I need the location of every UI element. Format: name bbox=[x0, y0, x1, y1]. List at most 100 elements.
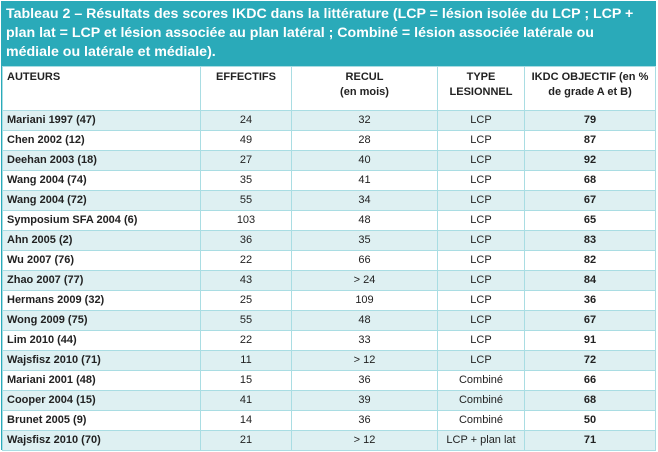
table-row: Cooper 2004 (15) 41 39 Combiné 68 bbox=[2, 390, 656, 411]
cell-effectifs: 27 bbox=[200, 150, 292, 171]
cell-recul: 33 bbox=[291, 330, 438, 351]
table-row: Brunet 2005 (9) 14 36 Combiné 50 bbox=[2, 410, 656, 431]
cell-type: Combiné bbox=[437, 410, 525, 431]
cell-author: Brunet 2005 (9) bbox=[2, 410, 201, 431]
cell-ikdc: 91 bbox=[524, 330, 656, 351]
cell-effectifs: 41 bbox=[200, 390, 292, 411]
cell-ikdc: 87 bbox=[524, 130, 656, 151]
cell-recul: 35 bbox=[291, 230, 438, 251]
cell-author: Wang 2004 (74) bbox=[2, 170, 201, 191]
table-header-row: AUTEURS EFFECTIFS RECUL (en mois) TYPE LES… bbox=[2, 66, 656, 111]
cell-recul: 28 bbox=[291, 130, 438, 151]
cell-recul: 36 bbox=[291, 370, 438, 391]
cell-type: LCP bbox=[437, 170, 525, 191]
cell-ikdc: 50 bbox=[524, 410, 656, 431]
cell-type: LCP bbox=[437, 270, 525, 291]
cell-type: LCP bbox=[437, 330, 525, 351]
cell-ikdc: 67 bbox=[524, 310, 656, 331]
table-row: Chen 2002 (12) 49 28 LCP 87 bbox=[2, 130, 656, 151]
table-row: Symposium SFA 2004 (6) 103 48 LCP 65 bbox=[2, 210, 656, 231]
cell-author: Mariani 2001 (48) bbox=[2, 370, 201, 391]
cell-effectifs: 36 bbox=[200, 230, 292, 251]
header-recul: RECUL (en mois) bbox=[291, 66, 438, 111]
cell-ikdc: 79 bbox=[524, 110, 656, 131]
cell-ikdc: 68 bbox=[524, 170, 656, 191]
cell-type: LCP bbox=[437, 230, 525, 251]
cell-ikdc: 68 bbox=[524, 390, 656, 411]
header-ikdc-objectif: IKDC OBJECTIF (en % de grade A et B) bbox=[524, 66, 656, 111]
table-row: Mariani 1997 (47) 24 32 LCP 79 bbox=[2, 110, 656, 131]
cell-author: Ahn 2005 (2) bbox=[2, 230, 201, 251]
cell-recul: 109 bbox=[291, 290, 438, 311]
cell-recul: 40 bbox=[291, 150, 438, 171]
cell-author: Lim 2010 (44) bbox=[2, 330, 201, 351]
table-row: Wajsfisz 2010 (70) 21 > 12 LCP + plan lat 71 bbox=[2, 430, 656, 451]
cell-type: LCP bbox=[437, 310, 525, 331]
table-row: Ahn 2005 (2) 36 35 LCP 83 bbox=[2, 230, 656, 251]
cell-effectifs: 55 bbox=[200, 310, 292, 331]
cell-recul: 41 bbox=[291, 170, 438, 191]
cell-effectifs: 103 bbox=[200, 210, 292, 231]
table-row: Wajsfisz 2010 (71) 11 > 12 LCP 72 bbox=[2, 350, 656, 371]
table-row: Wang 2004 (72) 55 34 LCP 67 bbox=[2, 190, 656, 211]
header-effectifs: EFFECTIFS bbox=[200, 66, 292, 111]
table-row: Hermans 2009 (32) 25 109 LCP 36 bbox=[2, 290, 656, 311]
cell-type: LCP + plan lat bbox=[437, 430, 525, 451]
cell-effectifs: 43 bbox=[200, 270, 292, 291]
cell-author: Chen 2002 (12) bbox=[2, 130, 201, 151]
cell-recul: 32 bbox=[291, 110, 438, 131]
cell-author: Symposium SFA 2004 (6) bbox=[2, 210, 201, 231]
cell-ikdc: 67 bbox=[524, 190, 656, 211]
cell-ikdc: 71 bbox=[524, 430, 656, 451]
cell-recul: > 12 bbox=[291, 350, 438, 371]
header-authors: AUTEURS bbox=[2, 66, 201, 111]
table-row: Zhao 2007 (77) 43 > 24 LCP 84 bbox=[2, 270, 656, 291]
cell-effectifs: 15 bbox=[200, 370, 292, 391]
cell-type: Combiné bbox=[437, 390, 525, 411]
cell-recul: 48 bbox=[291, 310, 438, 331]
cell-effectifs: 25 bbox=[200, 290, 292, 311]
cell-author: Wajsfisz 2010 (70) bbox=[2, 430, 201, 451]
cell-ikdc: 66 bbox=[524, 370, 656, 391]
cell-type: LCP bbox=[437, 290, 525, 311]
cell-effectifs: 11 bbox=[200, 350, 292, 371]
cell-effectifs: 24 bbox=[200, 110, 292, 131]
table-row: Mariani 2001 (48) 15 36 Combiné 66 bbox=[2, 370, 656, 391]
cell-ikdc: 84 bbox=[524, 270, 656, 291]
cell-recul: 48 bbox=[291, 210, 438, 231]
table-row: Wang 2004 (74) 35 41 LCP 68 bbox=[2, 170, 656, 191]
cell-recul: 39 bbox=[291, 390, 438, 411]
cell-type: LCP bbox=[437, 250, 525, 271]
cell-author: Wong 2009 (75) bbox=[2, 310, 201, 331]
cell-effectifs: 22 bbox=[200, 250, 292, 271]
cell-effectifs: 35 bbox=[200, 170, 292, 191]
cell-recul: 66 bbox=[291, 250, 438, 271]
cell-type: LCP bbox=[437, 350, 525, 371]
header-type-lesionnel: TYPE LESIONNEL bbox=[437, 66, 525, 111]
cell-effectifs: 55 bbox=[200, 190, 292, 211]
cell-recul: > 12 bbox=[291, 430, 438, 451]
cell-type: LCP bbox=[437, 150, 525, 171]
cell-author: Wang 2004 (72) bbox=[2, 190, 201, 211]
cell-type: LCP bbox=[437, 110, 525, 131]
cell-type: LCP bbox=[437, 130, 525, 151]
table-row: Lim 2010 (44) 22 33 LCP 91 bbox=[2, 330, 656, 351]
cell-recul: 36 bbox=[291, 410, 438, 431]
cell-effectifs: 49 bbox=[200, 130, 292, 151]
cell-type: LCP bbox=[437, 190, 525, 211]
cell-ikdc: 36 bbox=[524, 290, 656, 311]
cell-author: Wu 2007 (76) bbox=[2, 250, 201, 271]
cell-author: Hermans 2009 (32) bbox=[2, 290, 201, 311]
cell-ikdc: 92 bbox=[524, 150, 656, 171]
cell-ikdc: 65 bbox=[524, 210, 656, 231]
table-row: Wong 2009 (75) 55 48 LCP 67 bbox=[2, 310, 656, 331]
cell-author: Deehan 2003 (18) bbox=[2, 150, 201, 171]
cell-author: Zhao 2007 (77) bbox=[2, 270, 201, 291]
table-row: Deehan 2003 (18) 27 40 LCP 92 bbox=[2, 150, 656, 171]
cell-author: Mariani 1997 (47) bbox=[2, 110, 201, 131]
cell-author: Cooper 2004 (15) bbox=[2, 390, 201, 411]
table-row: Wu 2007 (76) 22 66 LCP 82 bbox=[2, 250, 656, 271]
table-caption: Tableau 2 – Résultats des scores IKDC da… bbox=[2, 2, 655, 66]
cell-ikdc: 83 bbox=[524, 230, 656, 251]
